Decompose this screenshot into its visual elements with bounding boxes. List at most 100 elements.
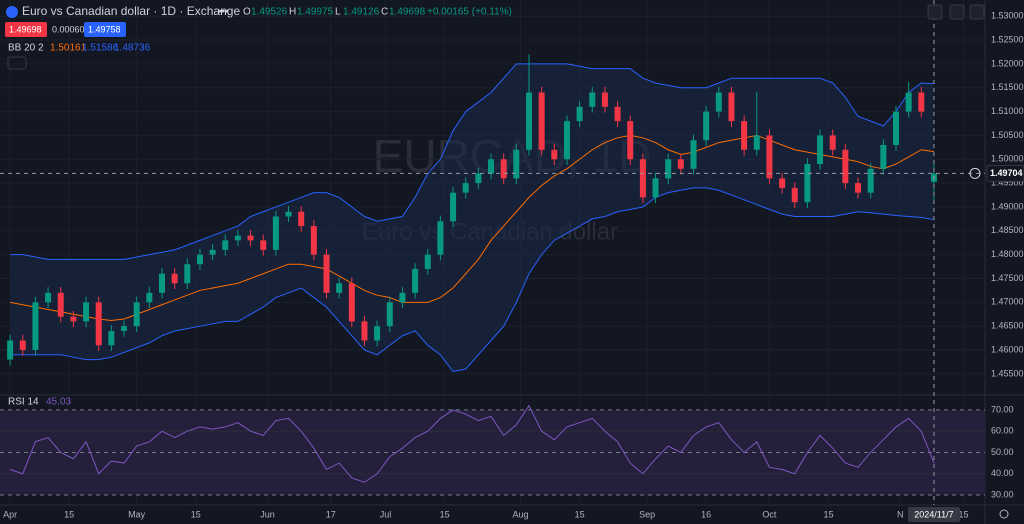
candle-body (462, 183, 469, 193)
candle-body (576, 106, 583, 122)
crosshair-date-label: 2024/11/7 (914, 509, 953, 519)
x-tick-label: 15 (440, 509, 450, 519)
menu-dots[interactable]: ••• (218, 7, 229, 18)
candle-body (475, 173, 482, 184)
candle-body (450, 192, 457, 222)
candle-body (323, 254, 330, 293)
crosshair-price-label: 1.49704 (990, 168, 1023, 178)
candle-body (601, 92, 608, 107)
candle-body (285, 211, 292, 217)
y-tick-label: 1.53000 (991, 11, 1024, 21)
rsi-tick-label: 30.00 (991, 489, 1014, 499)
candle-body (45, 292, 52, 303)
candle-body (842, 149, 849, 184)
symbol-icon (6, 6, 18, 18)
candle-body (817, 135, 824, 165)
ohlc-value: 1.49698 (389, 7, 426, 18)
x-tick-label: Apr (3, 509, 17, 519)
y-tick-label: 1.47000 (991, 297, 1024, 307)
band-lower (10, 187, 935, 373)
collapse-button[interactable] (7, 56, 27, 70)
y-tick-label: 1.52000 (991, 58, 1024, 68)
y-tick-label: 1.51500 (991, 82, 1024, 92)
candle-body (892, 111, 899, 145)
candle-body (70, 316, 77, 322)
bb-upper-value: 1.51586 (82, 43, 119, 54)
candle-body (158, 273, 165, 293)
candle-body (234, 235, 241, 241)
candle-body (918, 92, 925, 112)
candle-body (627, 121, 634, 160)
band-middle (10, 134, 935, 321)
candle-body (108, 330, 115, 346)
candle-body (374, 326, 381, 341)
ohlc-value: 1.49126 (343, 7, 380, 18)
indicator-name: BB 20 2 (8, 43, 44, 54)
candle-body (690, 140, 697, 169)
candle-body (298, 211, 305, 227)
y-tick-label: 1.50000 (991, 154, 1024, 164)
candle-body (500, 159, 507, 179)
sell-box[interactable] (5, 22, 47, 37)
x-tick-label: Aug (513, 509, 529, 519)
candle-body (614, 106, 621, 122)
date-badge (907, 507, 960, 522)
candle-body (386, 302, 393, 327)
settings-button[interactable] (999, 509, 1009, 519)
y-tick-label: 1.46000 (991, 344, 1024, 354)
x-tick-label: 17 (326, 509, 336, 519)
candle-body (538, 92, 545, 150)
spread: 0.00060 (52, 24, 85, 34)
candle-body (272, 216, 279, 250)
ohlc-letter: L (335, 7, 341, 18)
candle-body (766, 135, 773, 179)
toolbar-button-1[interactable] (949, 4, 965, 20)
ask: 1.49758 (88, 24, 121, 34)
ohlc-letter: H (289, 7, 296, 18)
x-tick-label: 15 (191, 509, 201, 519)
band-upper (10, 63, 934, 260)
candle-body (310, 226, 317, 255)
x-tick-label: 15 (64, 509, 74, 519)
rsi-tick-label: 50.00 (991, 447, 1014, 457)
candle-body (171, 273, 178, 284)
change: +0.00165 (+0.11%) (427, 7, 512, 18)
x-tick-label: 16 (701, 509, 711, 519)
add-alert-button[interactable] (969, 167, 981, 179)
candle-body (361, 321, 368, 341)
band-fill (10, 63, 934, 372)
candle-body (589, 92, 596, 107)
candle-body (677, 159, 684, 169)
candle-body (57, 292, 64, 317)
candle-body (19, 340, 26, 351)
ohlc-value: 1.49526 (251, 7, 288, 18)
candle-body (563, 121, 570, 160)
candle-body (652, 178, 659, 198)
candle-body (513, 149, 520, 179)
y-tick-label: 1.52500 (991, 34, 1024, 44)
rsi-line (9, 404, 935, 483)
candle-body (83, 302, 90, 322)
bb-middle-value: 1.50161 (50, 43, 87, 54)
candle-body (791, 187, 798, 203)
candle-body (488, 159, 495, 174)
y-tick-label: 1.47500 (991, 273, 1024, 283)
toolbar-button-2[interactable] (969, 4, 985, 20)
candle-body (121, 326, 128, 331)
rsi-name: RSI 14 (8, 397, 39, 408)
x-tick-label: N (897, 509, 904, 519)
bb-lower-value: 1.48736 (114, 43, 151, 54)
x-tick-label: 15 (958, 509, 968, 519)
candle-body (209, 249, 216, 255)
candle-body (867, 168, 874, 193)
candle-body (703, 111, 710, 141)
ohlc-letter: O (243, 7, 251, 18)
candle-body (753, 135, 760, 150)
buy-box[interactable] (84, 22, 126, 37)
toolbar-button-0[interactable] (927, 4, 943, 20)
x-tick-label: 15 (575, 509, 585, 519)
candle-body (880, 144, 887, 169)
candle-body (715, 92, 722, 112)
candle-body (247, 235, 254, 241)
